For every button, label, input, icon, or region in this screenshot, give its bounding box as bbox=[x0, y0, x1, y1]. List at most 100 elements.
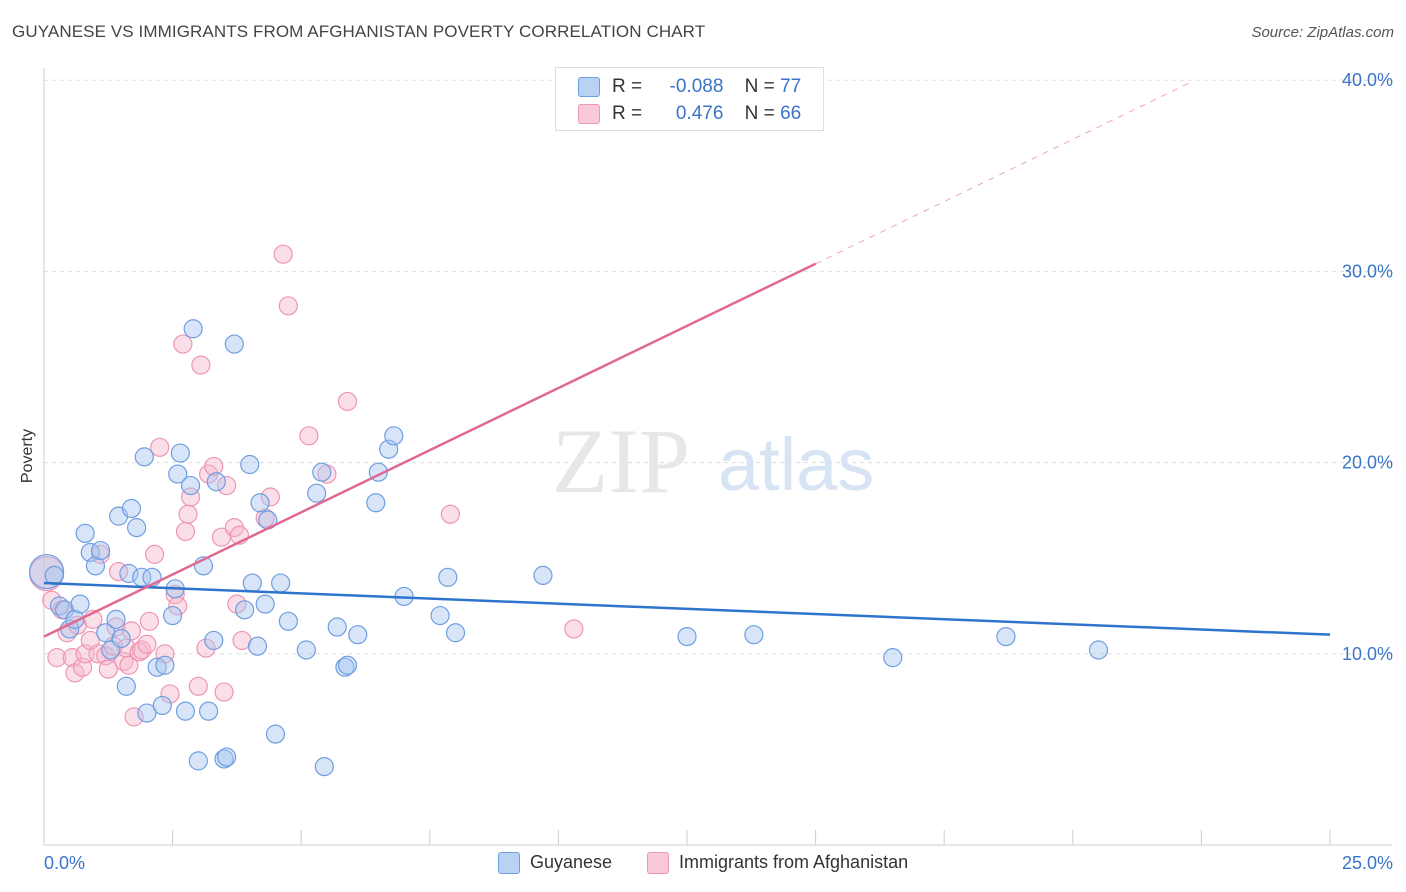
afghanistan-point bbox=[42, 590, 62, 610]
x-tick-label: 25.0% bbox=[1342, 853, 1393, 873]
afghanistan-point bbox=[132, 640, 152, 660]
afghanistan-point bbox=[47, 648, 67, 668]
y-tick-label: 40.0% bbox=[1342, 70, 1393, 90]
guyanese-point bbox=[312, 462, 332, 482]
watermark: ZIP atlas bbox=[552, 410, 874, 512]
afghanistan-point bbox=[124, 707, 144, 727]
afghanistan-point bbox=[88, 644, 108, 664]
legend-row-guyanese: R = -0.088 N = 77 bbox=[578, 76, 801, 100]
legend-row-afghanistan: R = 0.476 N = 66 bbox=[578, 103, 801, 127]
guyanese-point bbox=[296, 640, 316, 660]
guyanese-point bbox=[181, 475, 201, 496]
guyanese-point bbox=[438, 567, 458, 587]
guyanese-point bbox=[445, 623, 466, 643]
afghanistan-point bbox=[564, 619, 584, 639]
guyanese-point bbox=[883, 648, 903, 668]
guyanese-point bbox=[307, 483, 327, 503]
afghanistan-point bbox=[204, 456, 224, 477]
legend-n-value-guyanese: 77 bbox=[780, 76, 802, 97]
afghanistan-point bbox=[260, 487, 280, 507]
guyanese-point bbox=[677, 626, 697, 647]
chart-source: Source: ZipAtlas.com bbox=[1251, 24, 1394, 41]
legend-label-afghanistan: Immigrants from Afghanistan bbox=[679, 852, 909, 872]
afghanistan-trend-line bbox=[43, 262, 817, 638]
guyanese-point bbox=[206, 472, 226, 492]
y-tick-label: 10.0% bbox=[1342, 644, 1393, 664]
afghanistan-point bbox=[191, 355, 211, 375]
guyanese-point bbox=[1088, 640, 1109, 660]
guyanese-point bbox=[265, 724, 286, 744]
guyanese-point bbox=[134, 447, 154, 467]
guyanese-point bbox=[85, 556, 106, 576]
axes bbox=[43, 68, 1392, 846]
afghanistan-point bbox=[440, 504, 460, 524]
guyanese-point bbox=[384, 426, 404, 446]
guyanese-point bbox=[183, 319, 203, 339]
guyanese-point bbox=[217, 747, 237, 767]
guyanese-point bbox=[70, 594, 90, 614]
series-guyanese-points bbox=[28, 319, 1109, 777]
guyanese-point bbox=[430, 605, 450, 626]
afghanistan-point bbox=[196, 638, 216, 658]
watermark-atlas: atlas bbox=[718, 423, 874, 506]
y-tick-label: 30.0% bbox=[1342, 261, 1393, 281]
guyanese-point bbox=[188, 751, 208, 771]
afghanistan-point bbox=[337, 391, 358, 412]
trend-lines bbox=[43, 81, 1331, 638]
y-tick-labels: 10.0% 20.0% 30.0% 40.0% bbox=[1342, 70, 1393, 664]
guyanese-point bbox=[242, 573, 262, 593]
guyanese-point bbox=[314, 757, 334, 777]
guyanese-point bbox=[168, 464, 188, 484]
guyanese-point bbox=[327, 617, 347, 637]
guyanese-point bbox=[106, 609, 126, 629]
guyanese-point bbox=[152, 695, 172, 716]
legend-r-value-guyanese: -0.088 bbox=[669, 76, 724, 97]
afghanistan-point bbox=[121, 621, 142, 641]
afghanistan-point bbox=[106, 617, 126, 637]
legend-n-label: N = bbox=[744, 103, 775, 124]
guyanese-point bbox=[250, 493, 270, 513]
y-axis-label: Poverty bbox=[19, 428, 36, 484]
afghanistan-trend-extension bbox=[815, 81, 1192, 265]
series-afghanistan-points bbox=[28, 244, 584, 727]
afghanistan-point bbox=[227, 594, 247, 614]
guyanese-point bbox=[44, 565, 64, 586]
guyanese-point bbox=[137, 703, 157, 723]
afghanistan-point bbox=[214, 682, 234, 702]
afghanistan-point bbox=[98, 659, 118, 679]
guyanese-point bbox=[75, 523, 95, 543]
afghanistan-point bbox=[181, 487, 201, 507]
watermark-zip: ZIP bbox=[552, 410, 690, 512]
guyanese-point bbox=[235, 600, 255, 620]
legend-item-guyanese[interactable]: Guyanese bbox=[498, 852, 613, 875]
guyanese-point bbox=[240, 454, 260, 475]
afghanistan-point bbox=[139, 611, 160, 631]
chart-title: GUYANESE VS IMMIGRANTS FROM AFGHANISTAN … bbox=[12, 22, 706, 41]
guyanese-trend-line bbox=[43, 581, 1331, 636]
afghanistan-point bbox=[62, 648, 82, 668]
guyanese-point bbox=[337, 655, 358, 675]
guyanese-point bbox=[247, 636, 268, 656]
y-tick-label: 20.0% bbox=[1342, 453, 1393, 473]
guyanese-point bbox=[90, 540, 111, 561]
afghanistan-point bbox=[165, 584, 185, 605]
guyanese-point bbox=[116, 676, 136, 696]
guyanese-point bbox=[119, 563, 139, 584]
guyanese-point bbox=[348, 625, 368, 645]
guyanese-point bbox=[170, 443, 190, 463]
guyanese-point bbox=[175, 701, 196, 721]
afghanistan-point bbox=[188, 676, 208, 696]
afghanistan-point bbox=[175, 521, 196, 542]
afghanistan-point bbox=[217, 475, 237, 496]
legend-label-guyanese: Guyanese bbox=[530, 852, 613, 872]
x-tick-labels: 0.0% 25.0% bbox=[44, 853, 1393, 873]
afghanistan-point bbox=[150, 437, 170, 457]
legend-swatch-guyanese bbox=[578, 76, 600, 97]
afghanistan-point bbox=[144, 544, 165, 564]
guyanese-point bbox=[271, 573, 291, 593]
guyanese-point bbox=[996, 626, 1016, 647]
guyanese-point bbox=[199, 701, 219, 721]
legend-item-afghanistan[interactable]: Immigrants from Afghanistan bbox=[647, 852, 909, 875]
afghanistan-point bbox=[65, 663, 85, 683]
